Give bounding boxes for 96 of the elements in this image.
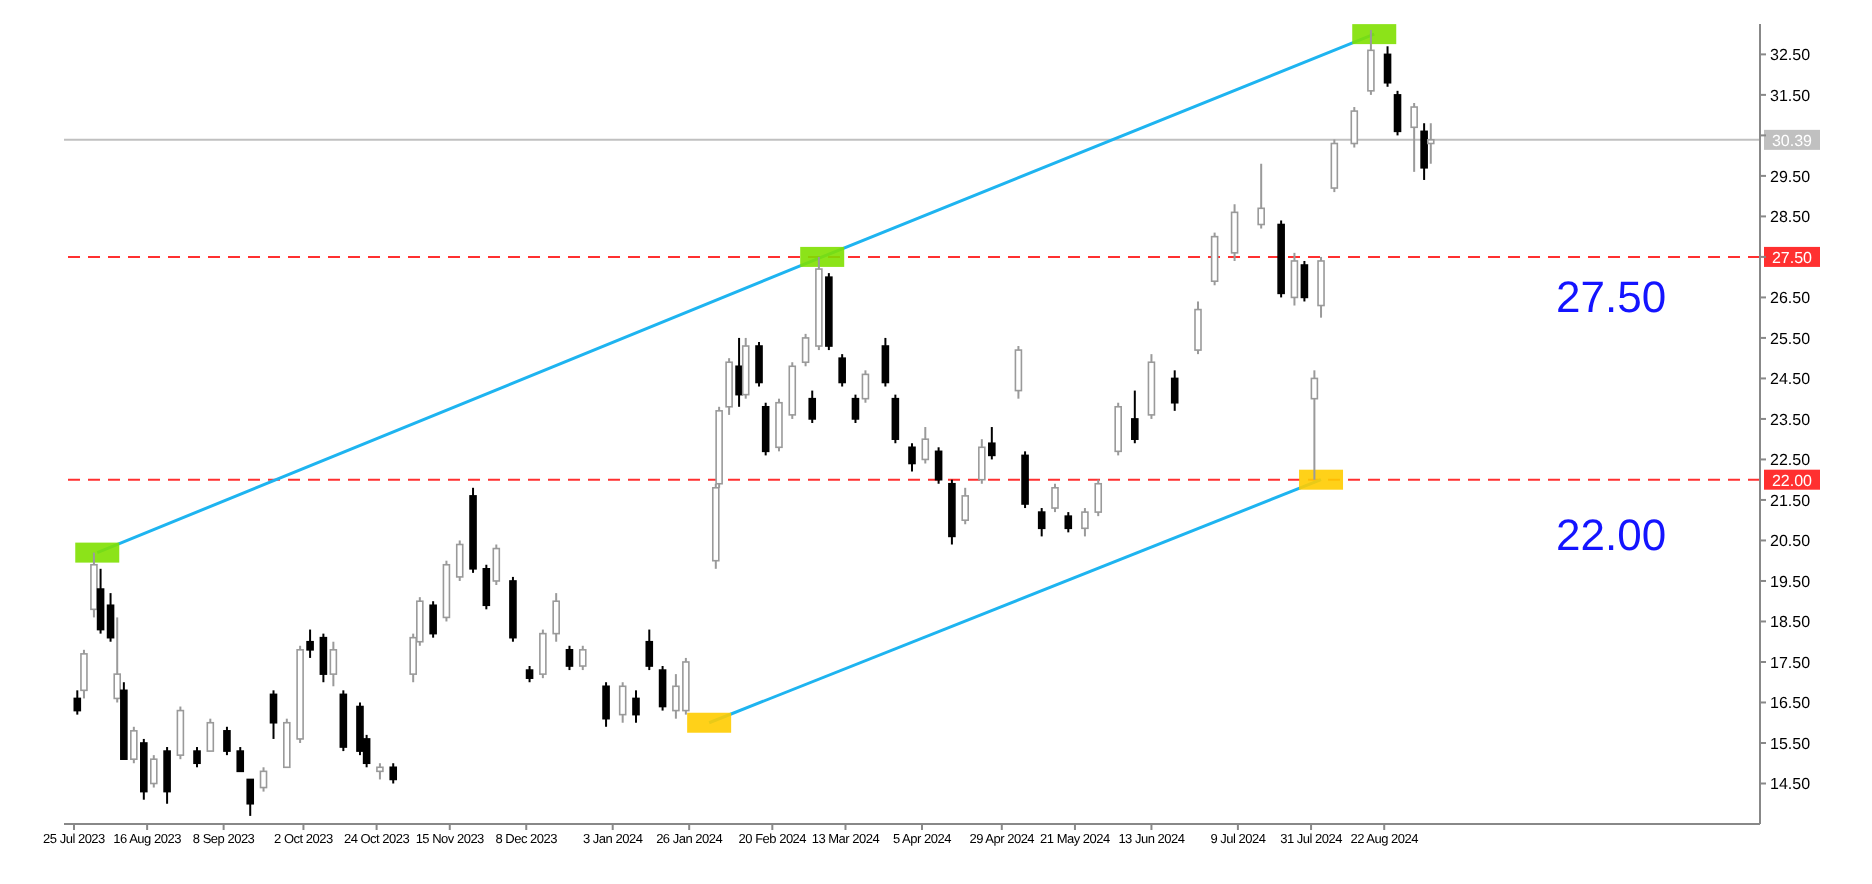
candlestick (130, 725, 138, 765)
candlestick (761, 401, 770, 457)
candlestick (193, 746, 201, 769)
y-tick-label: 14.50 (1770, 775, 1812, 794)
candlestick (808, 389, 817, 424)
candlestick (1114, 401, 1122, 457)
candlestick (1064, 511, 1073, 534)
candlestick (1350, 106, 1359, 149)
candlestick (1420, 122, 1428, 181)
candlestick (1426, 122, 1435, 165)
y-tick-label: 31.50 (1770, 86, 1812, 105)
candlestick (908, 442, 916, 473)
candlestick (80, 648, 88, 700)
y-tick-label: 20.50 (1770, 532, 1812, 551)
candlestick (1230, 203, 1239, 262)
candlestick (1081, 507, 1089, 538)
candlestick (755, 340, 763, 388)
candlestick (539, 628, 547, 680)
candlestick (1410, 101, 1418, 173)
annotation: 22.00 (1556, 510, 1667, 562)
y-tick-label: 26.50 (1770, 289, 1812, 308)
candlestick (319, 632, 328, 684)
candlestick (1383, 45, 1392, 88)
ref-line-label: 22.00 (1771, 471, 1814, 490)
candlestick (632, 689, 640, 724)
candlestick (1393, 89, 1402, 137)
candlestick (329, 640, 338, 688)
ref-line-label: 27.50 (1771, 248, 1814, 267)
candlestick (223, 725, 231, 757)
candlestick (1051, 482, 1059, 514)
candlestick (1330, 138, 1339, 194)
candlestick (838, 353, 846, 388)
candlestick (921, 426, 930, 465)
candlestick (1257, 162, 1265, 230)
candlestick (645, 628, 654, 672)
y-tick-label: 28.50 (1770, 208, 1812, 227)
candlestick (1290, 251, 1299, 307)
ref-line-label: 30.39 (1771, 131, 1814, 150)
candlestick (978, 438, 986, 485)
y-tick-label: 32.50 (1770, 46, 1812, 65)
candlestick (861, 369, 870, 404)
candlestick (618, 681, 627, 724)
candlestick (1131, 389, 1139, 445)
candlestick (881, 336, 890, 388)
candlestick (236, 746, 245, 773)
y-tick-label: 21.50 (1770, 491, 1812, 510)
y-tick-label: 15.50 (1770, 734, 1812, 753)
candlestick (851, 393, 860, 424)
y-tick-label: 29.50 (1770, 167, 1812, 186)
candlestick (961, 486, 970, 526)
candlestick (658, 665, 667, 712)
candlestick (113, 616, 122, 704)
candlestick (1317, 255, 1325, 319)
candlestick (246, 778, 255, 817)
candlestick (90, 551, 98, 619)
candlestick (1014, 345, 1023, 400)
candlestick (492, 543, 501, 587)
candlestick (578, 644, 587, 672)
candlestick (1194, 300, 1202, 356)
y-tick-label: 22.50 (1770, 451, 1812, 470)
candlestick (306, 628, 314, 659)
candlestick (429, 600, 437, 639)
candlestick (176, 705, 185, 761)
candlestick (1170, 369, 1179, 412)
candlestick (1310, 369, 1319, 481)
y-tick-label: 25.50 (1770, 329, 1812, 348)
candlestick (934, 446, 943, 485)
y-tick-label: 16.50 (1770, 694, 1812, 713)
candlestick (149, 754, 158, 789)
candlestick (389, 762, 398, 785)
y-tick-label: 19.50 (1770, 572, 1812, 591)
annotation: 27.50 (1556, 272, 1667, 324)
candlestick (775, 397, 783, 453)
candlestick (735, 336, 743, 408)
candlestick (988, 426, 996, 461)
y-tick-label: 24.50 (1770, 370, 1812, 389)
candlestick (565, 644, 574, 672)
y-tick-label: 23.50 (1770, 410, 1812, 429)
y-tick-label: 18.50 (1770, 613, 1812, 632)
candlestick (1037, 507, 1046, 538)
candlestick (602, 681, 610, 728)
candlestick (283, 717, 291, 769)
candlestick (1300, 259, 1309, 303)
candlestick (482, 563, 491, 611)
candlestick (1210, 231, 1219, 287)
candlestick (269, 689, 278, 740)
candlestick (552, 592, 560, 643)
candlestick (163, 746, 171, 805)
candlestick (206, 717, 215, 753)
candlestick (891, 393, 900, 445)
candlestick (1367, 29, 1375, 96)
y-tick-label: 17.50 (1770, 653, 1812, 672)
candlestick (725, 357, 733, 416)
candlestick (801, 332, 810, 368)
candlestick (455, 539, 464, 582)
candlestick (1094, 478, 1103, 518)
